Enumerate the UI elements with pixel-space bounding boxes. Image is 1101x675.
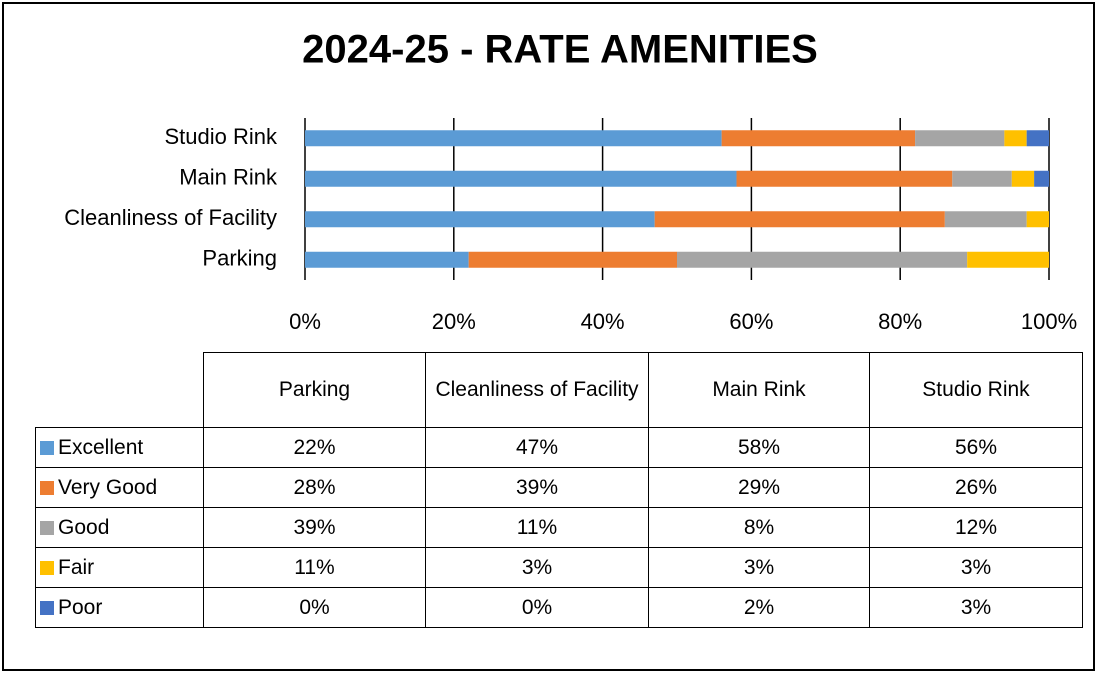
value-cell: 11% xyxy=(203,547,426,588)
legend-key: Poor xyxy=(35,587,204,628)
legend-label: Very Good xyxy=(58,475,158,499)
bar-segment xyxy=(1026,130,1049,147)
legend-swatch xyxy=(40,600,54,615)
legend-label: Fair xyxy=(58,555,95,579)
column-header: Parking xyxy=(203,352,426,428)
bar-segment xyxy=(305,211,655,228)
bar-segment xyxy=(677,251,968,268)
series-row: Excellent 22% 47% 58% 56% xyxy=(35,427,1083,468)
value-cell: 39% xyxy=(425,467,649,508)
value-cell: 29% xyxy=(648,467,870,508)
legend-key: Excellent xyxy=(35,427,204,468)
bar-segment xyxy=(915,130,1005,147)
legend-label: Excellent xyxy=(58,435,144,459)
bar-segment xyxy=(468,251,677,268)
bar-segment xyxy=(1011,170,1035,187)
series-row: Very Good 28% 39% 29% 26% xyxy=(35,467,1083,508)
x-tick-label: 40% xyxy=(581,309,625,334)
blank-cell xyxy=(35,352,204,428)
y-tick-label: Main Rink xyxy=(179,165,278,190)
value-cell: 58% xyxy=(648,427,870,468)
value-cell: 26% xyxy=(869,467,1083,508)
value-cell: 3% xyxy=(648,547,870,588)
value-cell: 11% xyxy=(425,507,649,548)
chart: 2024-25 - RATE AMENITIES 0% 20% 40% 60% 80% 1… xyxy=(64,28,1077,334)
bar-segment xyxy=(967,251,1049,268)
value-cell: 22% xyxy=(203,427,426,468)
x-tick-label: 20% xyxy=(432,309,476,334)
y-tick-label: Studio Rink xyxy=(164,124,278,149)
bar-segment xyxy=(721,130,916,147)
bar-segment xyxy=(736,170,953,187)
bar-segment xyxy=(1026,211,1049,228)
bar-segment xyxy=(1034,170,1049,187)
value-cell: 8% xyxy=(648,507,870,548)
column-header: Main Rink xyxy=(648,352,870,428)
value-cell: 28% xyxy=(203,467,426,508)
series-row: Fair 11% 3% 3% 3% xyxy=(35,547,1083,588)
bar-segment xyxy=(654,211,945,228)
header-row: Parking Cleanliness of Facility Main Rink S… xyxy=(35,352,1083,428)
value-cell: 3% xyxy=(869,587,1083,628)
chart-title: 2024-25 - RATE AMENITIES xyxy=(302,28,818,72)
value-cell: 39% xyxy=(203,507,426,548)
bar-segment xyxy=(952,170,1012,187)
legend-label: Poor xyxy=(58,595,103,619)
data-table: Parking Cleanliness of Facility Main Rink S… xyxy=(35,352,1083,628)
column-header: Cleanliness of Facility xyxy=(425,352,649,428)
x-tick-label: 60% xyxy=(729,309,773,334)
value-cell: 3% xyxy=(869,547,1083,588)
bar-segment xyxy=(944,211,1027,228)
x-tick-label: 100% xyxy=(1021,309,1077,334)
legend-swatch xyxy=(40,440,54,455)
legend-key: Very Good xyxy=(35,467,204,508)
value-cell: 3% xyxy=(425,547,649,588)
legend-swatch xyxy=(40,480,54,495)
x-tick-label: 80% xyxy=(878,309,922,334)
legend-swatch xyxy=(40,560,54,575)
legend-key: Fair xyxy=(35,547,204,588)
bar-segment xyxy=(305,130,722,147)
y-tick-label: Cleanliness of Facility xyxy=(64,205,277,230)
legend-label: Good xyxy=(58,515,110,539)
legend-swatch xyxy=(40,520,54,535)
series-row: Poor 0% 0% 2% 3% xyxy=(35,587,1083,628)
value-cell: 0% xyxy=(425,587,649,628)
bar-segment xyxy=(305,251,469,268)
value-cell: 47% xyxy=(425,427,649,468)
column-header: Studio Rink xyxy=(869,352,1083,428)
value-cell: 2% xyxy=(648,587,870,628)
legend-key: Good xyxy=(35,507,204,548)
x-tick-label: 0% xyxy=(289,309,321,334)
bar-segment xyxy=(1004,130,1027,147)
series-row: Good 39% 11% 8% 12% xyxy=(35,507,1083,548)
bar-segment xyxy=(305,170,737,187)
value-cell: 0% xyxy=(203,587,426,628)
value-cell: 12% xyxy=(869,507,1083,548)
y-tick-label: Parking xyxy=(202,246,277,271)
value-cell: 56% xyxy=(869,427,1083,468)
